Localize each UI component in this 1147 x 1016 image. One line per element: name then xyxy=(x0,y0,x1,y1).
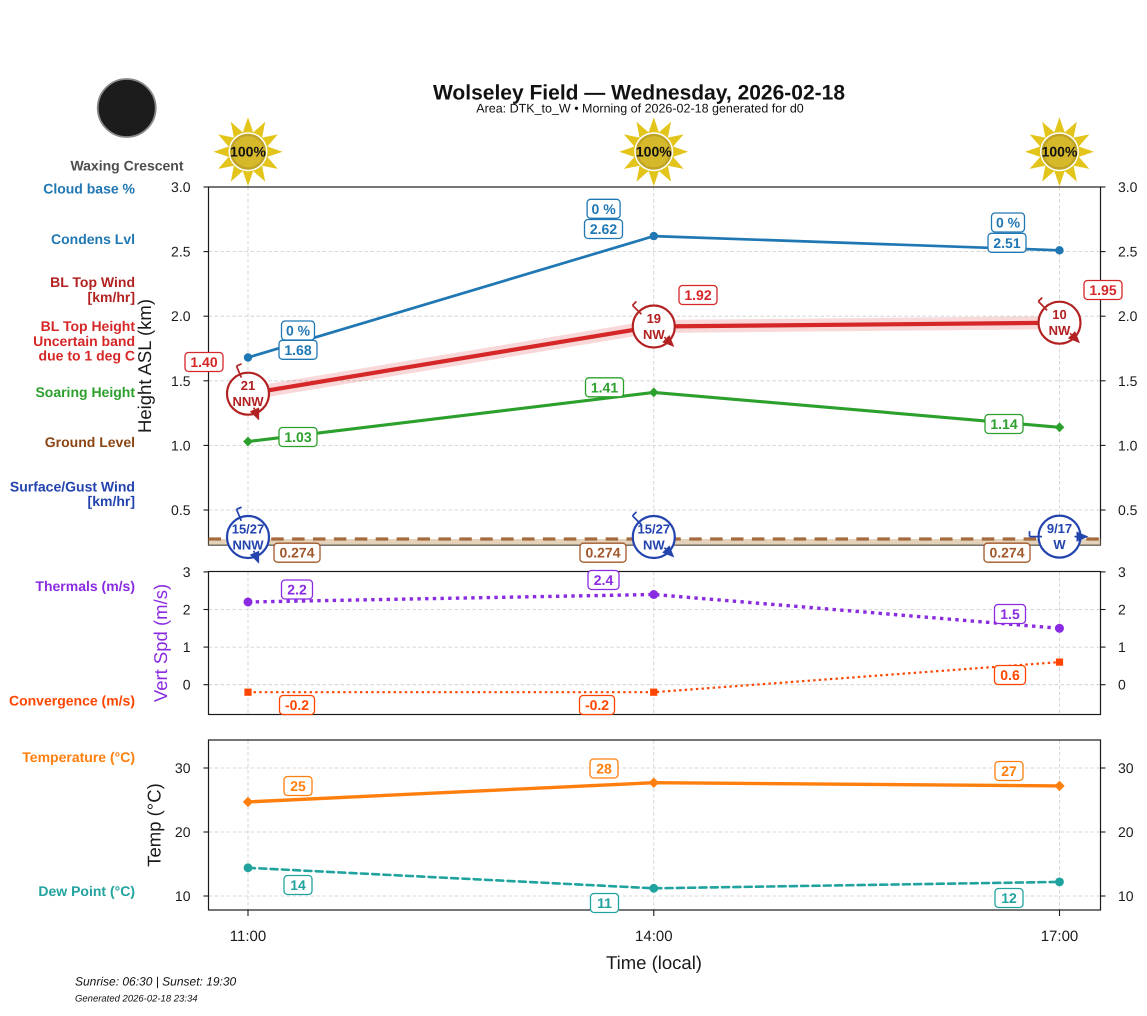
svg-text:1.5: 1.5 xyxy=(171,373,191,389)
svg-text:1.68: 1.68 xyxy=(284,342,311,358)
svg-text:3: 3 xyxy=(1118,564,1126,580)
svg-text:[km/hr]: [km/hr] xyxy=(88,493,135,509)
svg-text:11:00: 11:00 xyxy=(230,928,266,945)
svg-text:Temp (°C): Temp (°C) xyxy=(144,783,165,866)
svg-text:0.274: 0.274 xyxy=(279,545,314,561)
svg-text:Vert Spd (m/s): Vert Spd (m/s) xyxy=(150,584,171,702)
svg-text:21: 21 xyxy=(241,378,255,393)
svg-text:10: 10 xyxy=(1118,888,1134,904)
svg-text:W: W xyxy=(1053,537,1066,552)
svg-text:1.14: 1.14 xyxy=(990,416,1017,432)
svg-text:30: 30 xyxy=(1118,760,1134,776)
svg-text:1.41: 1.41 xyxy=(591,379,618,395)
svg-text:0.6: 0.6 xyxy=(1000,667,1020,683)
svg-text:NW: NW xyxy=(643,327,665,342)
svg-text:2.5: 2.5 xyxy=(1118,244,1138,260)
svg-text:1: 1 xyxy=(1118,639,1126,655)
svg-text:Convergence (m/s): Convergence (m/s) xyxy=(9,693,135,709)
svg-text:NNW: NNW xyxy=(232,394,264,409)
svg-text:2.62: 2.62 xyxy=(590,221,617,237)
svg-text:Ground Level: Ground Level xyxy=(45,434,135,450)
svg-text:19: 19 xyxy=(647,311,661,326)
svg-text:Condens Lvl: Condens Lvl xyxy=(51,231,135,247)
svg-text:0: 0 xyxy=(183,677,191,693)
svg-text:15/27: 15/27 xyxy=(638,522,671,537)
svg-text:-0.2: -0.2 xyxy=(285,697,309,713)
svg-text:0 %: 0 % xyxy=(592,201,617,217)
svg-text:9/17: 9/17 xyxy=(1047,521,1072,536)
svg-text:30: 30 xyxy=(175,760,191,776)
svg-text:0.274: 0.274 xyxy=(585,545,620,561)
svg-text:Sunrise: 06:30 | Sunset: 19:30: Sunrise: 06:30 | Sunset: 19:30 xyxy=(75,975,237,989)
svg-text:0.5: 0.5 xyxy=(1118,502,1138,518)
svg-text:0.5: 0.5 xyxy=(171,502,191,518)
svg-text:Generated 2026-02-18 23:34: Generated 2026-02-18 23:34 xyxy=(75,994,198,1005)
svg-text:27: 27 xyxy=(1001,763,1017,779)
svg-text:1.40: 1.40 xyxy=(190,354,217,370)
svg-text:0 %: 0 % xyxy=(286,323,311,339)
svg-text:Height ASL (km): Height ASL (km) xyxy=(134,299,155,433)
svg-text:1.03: 1.03 xyxy=(284,429,311,445)
svg-text:17:00: 17:00 xyxy=(1041,928,1079,945)
svg-text:2: 2 xyxy=(183,602,191,618)
svg-text:0.274: 0.274 xyxy=(989,545,1024,561)
svg-text:2.5: 2.5 xyxy=(171,244,191,260)
svg-text:-0.2: -0.2 xyxy=(585,697,609,713)
svg-text:2.4: 2.4 xyxy=(594,572,614,588)
svg-text:NW: NW xyxy=(1049,323,1071,338)
svg-text:20: 20 xyxy=(175,824,191,840)
svg-text:2: 2 xyxy=(1118,602,1126,618)
svg-text:1.0: 1.0 xyxy=(171,437,191,453)
svg-text:[km/hr]: [km/hr] xyxy=(88,289,135,305)
svg-text:1.0: 1.0 xyxy=(1118,437,1138,453)
svg-text:Area: DTK_to_W • Morning of 20: Area: DTK_to_W • Morning of 2026-02-18 g… xyxy=(476,102,804,116)
svg-text:3.0: 3.0 xyxy=(1118,179,1138,195)
svg-text:NNW: NNW xyxy=(232,538,264,553)
svg-text:10: 10 xyxy=(175,888,191,904)
svg-text:0: 0 xyxy=(1118,677,1126,693)
svg-text:due to 1 deg C: due to 1 deg C xyxy=(39,348,135,364)
svg-text:2.2: 2.2 xyxy=(287,582,307,598)
svg-text:20: 20 xyxy=(1118,824,1134,840)
svg-text:Uncertain band: Uncertain band xyxy=(33,333,135,349)
svg-text:12: 12 xyxy=(1001,890,1017,906)
svg-text:0 %: 0 % xyxy=(996,215,1021,231)
svg-text:Temperature (°C): Temperature (°C) xyxy=(22,749,135,765)
svg-text:14:00: 14:00 xyxy=(635,928,673,945)
svg-text:14: 14 xyxy=(290,877,306,893)
svg-text:2.0: 2.0 xyxy=(171,308,191,324)
svg-text:100%: 100% xyxy=(636,144,672,160)
svg-text:BL Top Wind: BL Top Wind xyxy=(50,274,135,290)
svg-text:100%: 100% xyxy=(1042,144,1078,160)
svg-text:15/27: 15/27 xyxy=(232,522,265,537)
svg-text:1.5: 1.5 xyxy=(1000,606,1020,622)
svg-text:3.0: 3.0 xyxy=(171,179,191,195)
svg-text:Time (local): Time (local) xyxy=(606,952,702,973)
svg-text:Thermals (m/s): Thermals (m/s) xyxy=(35,578,135,594)
svg-text:Dew Point (°C): Dew Point (°C) xyxy=(38,883,135,899)
svg-text:1.95: 1.95 xyxy=(1089,282,1116,298)
svg-text:10: 10 xyxy=(1052,307,1066,322)
svg-text:11: 11 xyxy=(597,895,612,911)
svg-text:2.0: 2.0 xyxy=(1118,308,1138,324)
svg-text:Surface/Gust Wind: Surface/Gust Wind xyxy=(10,479,135,495)
svg-text:Wolseley Field — Wednesday, 20: Wolseley Field — Wednesday, 2026-02-18 xyxy=(433,82,845,105)
svg-text:28: 28 xyxy=(596,761,612,777)
svg-text:NW: NW xyxy=(643,538,665,553)
svg-text:3: 3 xyxy=(183,564,191,580)
svg-text:1.92: 1.92 xyxy=(684,287,711,303)
svg-text:Cloud base %: Cloud base % xyxy=(43,181,135,197)
svg-text:Soaring Height: Soaring Height xyxy=(35,384,135,400)
svg-text:BL Top Height: BL Top Height xyxy=(41,318,136,334)
svg-text:2.51: 2.51 xyxy=(993,235,1020,251)
svg-text:1.5: 1.5 xyxy=(1118,373,1138,389)
svg-text:100%: 100% xyxy=(230,144,266,160)
svg-text:25: 25 xyxy=(290,778,306,794)
svg-text:Waxing Crescent: Waxing Crescent xyxy=(70,158,183,174)
svg-text:1: 1 xyxy=(183,639,191,655)
